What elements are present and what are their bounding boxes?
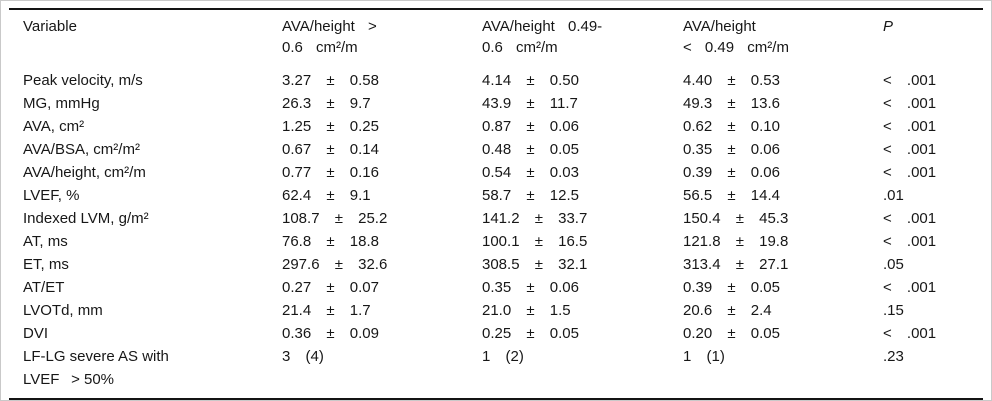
row-label: AVA/height, cm²/m [23, 164, 146, 181]
group2-value: 100.1 ± 16.5 [482, 233, 588, 250]
p-value: < .001 [883, 141, 937, 158]
row-label: LVOTd, mm [23, 302, 103, 319]
group1-value: 1.25 ± 0.25 [282, 118, 379, 135]
group2-value: 0.87 ± 0.06 [482, 118, 579, 135]
group2-value: 4.14 ± 0.50 [482, 72, 579, 89]
table-row-mg: MG, mmHg 26.3 ± 9.7 43.9 ± 11.7 49.3 ± 1… [9, 92, 983, 115]
group1-value: 108.7 ± 25.2 [282, 210, 388, 227]
table-row-ava: AVA, cm² 1.25 ± 0.25 0.87 ± 0.06 0.62 ± … [9, 115, 983, 138]
table-row-at-et: AT/ET 0.27 ± 0.07 0.35 ± 0.06 0.39 ± 0.0… [9, 276, 983, 299]
group2-value: 43.9 ± 11.7 [482, 95, 578, 112]
p-value: < .001 [883, 164, 937, 181]
table-row-lvotd: LVOTd, mm 21.4 ± 1.7 21.0 ± 1.5 20.6 ± 2… [9, 299, 983, 322]
group3-value: 4.40 ± 0.53 [683, 72, 780, 89]
p-value: < .001 [883, 233, 937, 250]
table-body: Peak velocity, m/s 3.27 ± 0.58 4.14 ± 0.… [9, 67, 983, 398]
group2-value: 0.35 ± 0.06 [482, 279, 579, 296]
group3-value: 20.6 ± 2.4 [683, 302, 772, 319]
group3-value: 0.62 ± 0.10 [683, 118, 780, 135]
group2-value: 0.48 ± 0.05 [482, 141, 579, 158]
row-label: AVA, cm² [23, 118, 85, 135]
group2-value: 21.0 ± 1.5 [482, 302, 571, 319]
p-value: < .001 [883, 210, 937, 227]
p-value: < .001 [883, 118, 937, 135]
group2-value: 0.25 ± 0.05 [482, 325, 579, 342]
row-label: MG, mmHg [23, 95, 100, 112]
group2-value: 141.2 ± 33.7 [482, 210, 588, 227]
row-label: AT, ms [23, 233, 68, 250]
group1-value: 0.67 ± 0.14 [282, 141, 379, 158]
group1-value: 3 (4) [282, 348, 324, 365]
p-value: .05 [883, 256, 904, 273]
p-value: < .001 [883, 95, 937, 112]
group1-value: 3.27 ± 0.58 [282, 72, 379, 89]
p-value: < .001 [883, 72, 937, 89]
column-header-group2: AVA/height 0.49- 0.6 cm²/m [482, 18, 603, 56]
column-header-group1: AVA/height > 0.6 cm²/m [282, 18, 377, 56]
comparison-table: Variable AVA/height > 0.6 cm²/m AVA/heig… [9, 8, 983, 400]
p-value: .23 [883, 348, 904, 365]
table-row-lvef: LVEF, % 62.4 ± 9.1 58.7 ± 12.5 56.5 ± 14… [9, 184, 983, 207]
table-row-indexed-lvm: Indexed LVM, g/m² 108.7 ± 25.2 141.2 ± 3… [9, 207, 983, 230]
row-label: AVA/BSA, cm²/m² [23, 141, 140, 158]
row-label: Peak velocity, m/s [23, 72, 143, 89]
group3-value: 150.4 ± 45.3 [683, 210, 789, 227]
table-row-et: ET, ms 297.6 ± 32.6 308.5 ± 32.1 313.4 ±… [9, 253, 983, 276]
table-row-dvi: DVI 0.36 ± 0.09 0.25 ± 0.05 0.20 ± 0.05 … [9, 322, 983, 345]
row-label: ET, ms [23, 256, 69, 273]
p-value: .15 [883, 302, 904, 319]
group1-value: 62.4 ± 9.1 [282, 187, 371, 204]
group2-value: 308.5 ± 32.1 [482, 256, 588, 273]
column-header-p-value: P [883, 18, 894, 35]
group3-value: 0.39 ± 0.05 [683, 279, 780, 296]
table-header-row: Variable AVA/height > 0.6 cm²/m AVA/heig… [9, 10, 983, 67]
group3-value: 0.39 ± 0.06 [683, 164, 780, 181]
group2-value: 0.54 ± 0.03 [482, 164, 579, 181]
group3-value: 0.20 ± 0.05 [683, 325, 780, 342]
group1-value: 76.8 ± 18.8 [282, 233, 379, 250]
group1-value: 0.36 ± 0.09 [282, 325, 379, 342]
p-value: < .001 [883, 325, 937, 342]
group3-value: 1 (1) [683, 348, 725, 365]
group1-value: 297.6 ± 32.6 [282, 256, 388, 273]
group3-value: 121.8 ± 19.8 [683, 233, 789, 250]
group3-value: 0.35 ± 0.06 [683, 141, 780, 158]
group1-value: 0.77 ± 0.16 [282, 164, 379, 181]
p-value: .01 [883, 187, 904, 204]
group1-value: 21.4 ± 1.7 [282, 302, 371, 319]
group3-value: 49.3 ± 13.6 [683, 95, 780, 112]
p-value: < .001 [883, 279, 937, 296]
table-row-ava-bsa: AVA/BSA, cm²/m² 0.67 ± 0.14 0.48 ± 0.05 … [9, 138, 983, 161]
group3-value: 313.4 ± 27.1 [683, 256, 789, 273]
table-row-peak-velocity: Peak velocity, m/s 3.27 ± 0.58 4.14 ± 0.… [9, 67, 983, 92]
row-label: LF-LG severe AS with LVEF > 50% [23, 348, 169, 388]
group1-value: 0.27 ± 0.07 [282, 279, 379, 296]
row-label: Indexed LVM, g/m² [23, 210, 149, 227]
table-row-at: AT, ms 76.8 ± 18.8 100.1 ± 16.5 121.8 ± … [9, 230, 983, 253]
row-label: DVI [23, 325, 49, 342]
table-row-ava-height: AVA/height, cm²/m 0.77 ± 0.16 0.54 ± 0.0… [9, 161, 983, 184]
group1-value: 26.3 ± 9.7 [282, 95, 371, 112]
group2-value: 58.7 ± 12.5 [482, 187, 579, 204]
column-header-variable: Variable [23, 18, 77, 35]
group2-value: 1 (2) [482, 348, 524, 365]
row-label: AT/ET [23, 279, 65, 296]
group3-value: 56.5 ± 14.4 [683, 187, 780, 204]
row-label: LVEF, % [23, 187, 80, 204]
table-row-lflg-severe-as: LF-LG severe AS with LVEF > 50% 3 (4) 1 … [9, 345, 983, 391]
column-header-group3: AVA/height < 0.49 cm²/m [683, 18, 789, 56]
